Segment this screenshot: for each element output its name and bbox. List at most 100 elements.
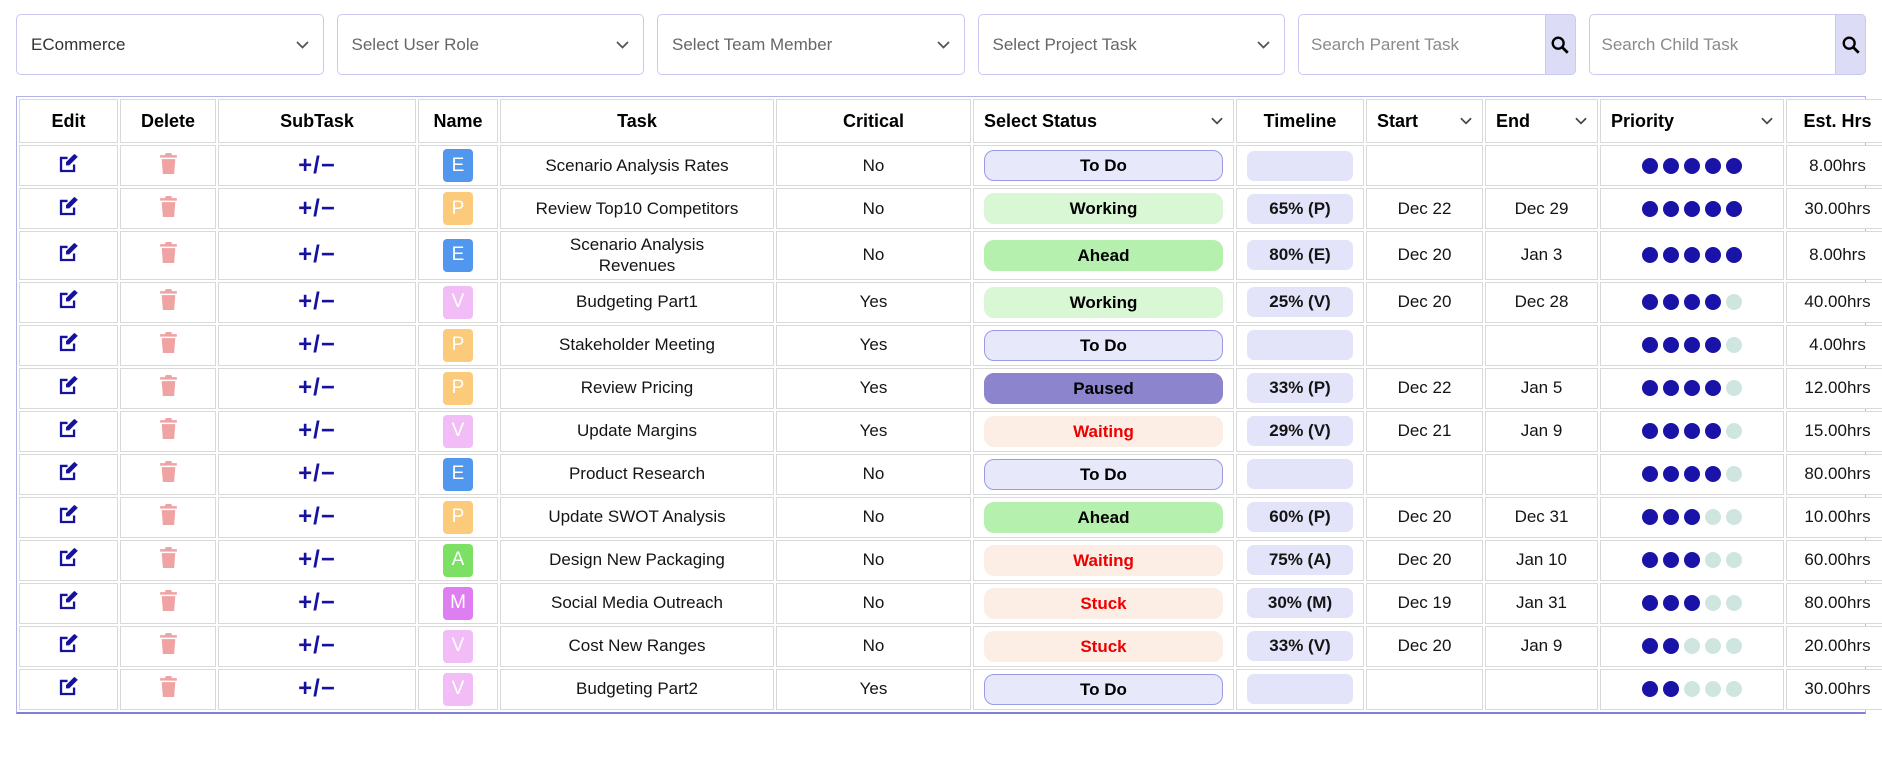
edit-button[interactable]: [57, 460, 80, 483]
subtask-cell: +/−: [218, 145, 416, 186]
delete-button[interactable]: [158, 288, 179, 311]
status-select-pill[interactable]: Waiting: [984, 415, 1223, 447]
project-task-select[interactable]: Select Project Task: [977, 14, 1285, 75]
subtask-toggle[interactable]: +/−: [298, 374, 336, 401]
timeline-progress: 30% (M): [1246, 588, 1354, 618]
delete-button[interactable]: [158, 460, 179, 483]
delete-button[interactable]: [158, 675, 179, 698]
delete-button[interactable]: [158, 589, 179, 612]
delete-button[interactable]: [158, 632, 179, 655]
edit-icon: [59, 591, 78, 610]
priority-dot-filled: [1684, 552, 1700, 568]
delete-button[interactable]: [158, 241, 179, 264]
edit-button[interactable]: [57, 288, 80, 311]
edit-button[interactable]: [57, 546, 80, 569]
end-date-cell: Jan 3: [1485, 231, 1598, 280]
est-hrs-cell: 30.00hrs: [1786, 188, 1882, 229]
edit-button[interactable]: [57, 417, 80, 440]
delete-button[interactable]: [158, 417, 179, 440]
timeline-progress: 33% (P): [1246, 373, 1354, 403]
edit-button[interactable]: [57, 374, 80, 397]
status-select-pill[interactable]: Ahead: [984, 239, 1223, 271]
child-task-search-input[interactable]: [1588, 14, 1835, 75]
task-cell: Update SWOT Analysis: [500, 496, 774, 538]
priority-dot-empty: [1726, 509, 1742, 525]
child-task-search-button[interactable]: [1835, 14, 1866, 75]
status-select-pill[interactable]: To Do: [984, 673, 1223, 705]
timeline-progress: 80% (E): [1246, 240, 1354, 271]
status-select-pill[interactable]: To Do: [984, 150, 1223, 181]
delete-cell: [120, 453, 216, 495]
trash-icon: [159, 633, 177, 654]
status-select-pill[interactable]: Stuck: [984, 587, 1223, 619]
delete-button[interactable]: [158, 374, 179, 397]
delete-button[interactable]: [158, 503, 179, 526]
priority-dot-filled: [1684, 247, 1700, 264]
team-member-select[interactable]: Select Team Member: [657, 14, 965, 75]
delete-button[interactable]: [158, 331, 179, 354]
end-date-cell: Jan 10: [1485, 539, 1598, 581]
status-select-pill[interactable]: Paused: [984, 372, 1223, 404]
subtask-toggle[interactable]: +/−: [298, 417, 336, 444]
status-select-pill[interactable]: Waiting: [984, 544, 1223, 576]
subtask-toggle[interactable]: +/−: [298, 151, 336, 179]
edit-icon: [59, 333, 78, 352]
edit-cell: [19, 367, 118, 409]
parent-task-search-input[interactable]: [1298, 14, 1545, 75]
priority-dot-empty: [1726, 423, 1742, 439]
priority-dot-empty: [1726, 681, 1742, 697]
edit-button[interactable]: [57, 331, 80, 354]
header-start-select[interactable]: Start: [1366, 99, 1483, 143]
task-cell: Budgeting Part1: [500, 281, 774, 323]
priority-dots: [1605, 552, 1779, 568]
delete-button[interactable]: [158, 546, 179, 569]
edit-button[interactable]: [57, 241, 80, 264]
subtask-toggle[interactable]: +/−: [298, 241, 336, 269]
name-cell: V: [418, 410, 498, 452]
edit-button[interactable]: [57, 632, 80, 655]
header-priority-select[interactable]: Priority: [1600, 99, 1784, 143]
edit-icon: [59, 677, 78, 696]
edit-button[interactable]: [57, 589, 80, 612]
subtask-toggle[interactable]: +/−: [298, 503, 336, 530]
priority-dot-filled: [1663, 466, 1679, 482]
critical-cell: No: [776, 188, 971, 229]
parent-task-search-button[interactable]: [1544, 14, 1576, 75]
subtask-toggle[interactable]: +/−: [298, 194, 336, 222]
project-task-select-value: Select Project Task: [992, 34, 1137, 54]
status-select-pill[interactable]: To Do: [984, 329, 1223, 361]
priority-cell: [1600, 324, 1784, 366]
end-date-cell: Jan 5: [1485, 367, 1598, 409]
critical-cell: No: [776, 582, 971, 624]
status-select-pill[interactable]: Working: [984, 193, 1223, 224]
status-select-pill[interactable]: To Do: [984, 458, 1223, 490]
status-select-pill[interactable]: Working: [984, 286, 1223, 318]
status-select-pill[interactable]: Ahead: [984, 501, 1223, 533]
header-end-select[interactable]: End: [1485, 99, 1598, 143]
edit-button[interactable]: [57, 675, 80, 698]
priority-dot-filled: [1642, 638, 1658, 654]
user-role-select[interactable]: Select User Role: [336, 14, 644, 75]
status-select-pill[interactable]: Stuck: [984, 630, 1223, 662]
subtask-toggle[interactable]: +/−: [298, 675, 336, 702]
edit-icon: [59, 548, 78, 567]
est-hrs-cell: 30.00hrs: [1786, 668, 1882, 710]
subtask-toggle[interactable]: +/−: [298, 460, 336, 487]
critical-cell: Yes: [776, 367, 971, 409]
subtask-toggle[interactable]: +/−: [298, 288, 336, 315]
edit-button[interactable]: [57, 195, 80, 218]
subtask-toggle[interactable]: +/−: [298, 546, 336, 573]
delete-button[interactable]: [158, 152, 179, 175]
project-select[interactable]: ECommerce: [16, 14, 324, 75]
header-status-select[interactable]: Select Status: [973, 99, 1234, 143]
subtask-toggle[interactable]: +/−: [298, 331, 336, 358]
edit-button[interactable]: [57, 503, 80, 526]
edit-icon: [59, 462, 78, 481]
subtask-toggle[interactable]: +/−: [298, 632, 336, 659]
delete-button[interactable]: [158, 195, 179, 218]
edit-button[interactable]: [57, 152, 80, 175]
name-cell: E: [418, 145, 498, 186]
search-icon: [1551, 36, 1569, 54]
task-cell: Budgeting Part2: [500, 668, 774, 710]
subtask-toggle[interactable]: +/−: [298, 589, 336, 616]
